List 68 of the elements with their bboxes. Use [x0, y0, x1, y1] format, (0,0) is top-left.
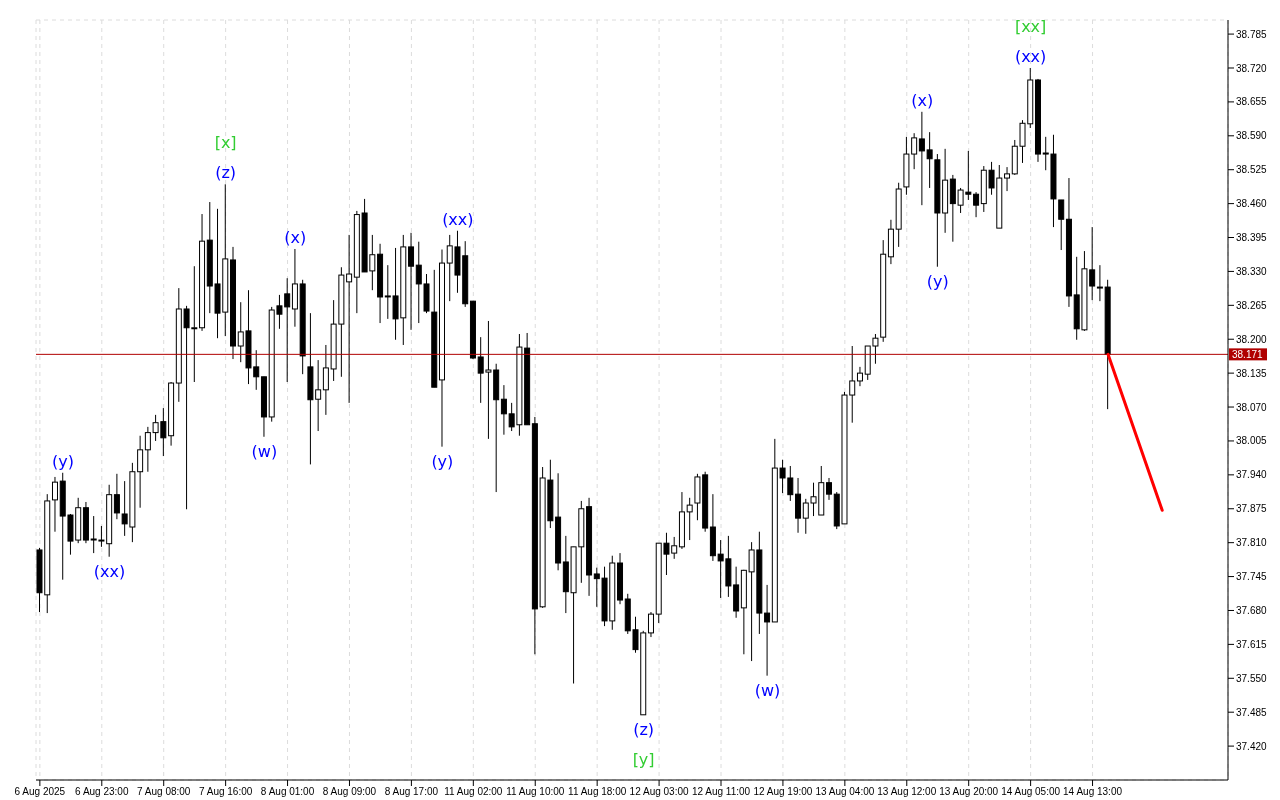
x-tick-label: 12 Aug 11:00	[691, 786, 751, 798]
y-tick-label: 38.330	[1236, 265, 1268, 277]
y-tick-label: 37.680	[1236, 605, 1268, 617]
annotation: (z)	[633, 719, 655, 739]
candlestick	[500, 384, 507, 436]
annotation: (x)	[284, 227, 307, 247]
candlestick	[856, 366, 863, 387]
x-tick-label: 12 Aug 03:00	[629, 786, 689, 798]
y-tick-label: 38.655	[1236, 96, 1268, 108]
annotation: (xx)	[93, 561, 126, 581]
candlestick	[1004, 166, 1011, 192]
annotation: (w)	[754, 680, 781, 700]
y-tick-label: 38.200	[1236, 333, 1268, 345]
candlestick	[795, 477, 802, 534]
annotation: [y]	[632, 749, 655, 769]
x-tick-label: 8 Aug 17:00	[384, 786, 439, 798]
y-tick-label: 38.525	[1236, 164, 1268, 176]
x-tick-label: 12 Aug 19:00	[753, 786, 813, 798]
x-tick-label: 13 Aug 04:00	[815, 786, 875, 798]
y-tick-label: 38.720	[1236, 62, 1268, 74]
y-tick-label: 38.460	[1236, 198, 1268, 210]
x-tick-label: 11 Aug 02:00	[444, 786, 503, 798]
ref-line-label: 38.171	[1232, 349, 1264, 361]
annotation: (xx)	[442, 209, 474, 229]
x-tick-label: 7 Aug 08:00	[137, 786, 191, 798]
y-tick-label: 37.420	[1236, 740, 1268, 752]
candlestick	[51, 476, 58, 533]
y-tick-label: 37.810	[1236, 537, 1268, 549]
y-tick-label: 38.265	[1236, 299, 1268, 311]
annotation: (w)	[251, 441, 278, 461]
x-tick-label: 6 Aug 2025	[14, 786, 66, 798]
candlestick	[1096, 264, 1103, 302]
x-tick-label: 6 Aug 23:00	[75, 786, 129, 798]
y-tick-label: 37.875	[1236, 503, 1268, 515]
x-tick-label: 14 Aug 05:00	[1001, 786, 1061, 798]
y-tick-label: 37.615	[1236, 638, 1268, 650]
annotation: [xx]	[1014, 16, 1047, 36]
y-tick-label: 37.940	[1236, 469, 1268, 481]
y-tick-label: 37.485	[1236, 706, 1268, 718]
annotation: (xx)	[1014, 46, 1047, 66]
y-tick-label: 38.070	[1236, 401, 1268, 413]
y-tick-label: 38.005	[1236, 435, 1268, 447]
annotation: (y)	[52, 451, 75, 471]
y-tick-label: 38.135	[1236, 367, 1268, 379]
x-tick-label: 13 Aug 12:00	[877, 786, 937, 798]
x-tick-label: 14 Aug 13:00	[1063, 786, 1123, 798]
x-tick-label: 11 Aug 18:00	[568, 786, 627, 798]
candlestick	[647, 611, 654, 638]
y-tick-label: 38.785	[1236, 28, 1268, 40]
annotation: [x]	[214, 133, 237, 153]
y-tick-label: 37.550	[1236, 672, 1268, 684]
x-tick-label: 8 Aug 01:00	[260, 786, 315, 798]
annotation: (y)	[926, 271, 949, 291]
x-tick-label: 7 Aug 16:00	[198, 786, 253, 798]
candlestick	[408, 232, 415, 331]
x-tick-label: 8 Aug 09:00	[322, 786, 377, 798]
candlestick	[826, 477, 833, 501]
x-tick-label: 11 Aug 10:00	[506, 786, 565, 798]
annotation: (z)	[215, 163, 237, 183]
candlestick	[686, 497, 693, 541]
annotation: (x)	[911, 90, 934, 110]
candlestick	[764, 584, 771, 677]
y-tick-label: 37.745	[1236, 571, 1268, 583]
y-tick-label: 38.590	[1236, 130, 1268, 142]
y-tick-label: 38.395	[1236, 232, 1268, 244]
annotation: (y)	[431, 451, 454, 471]
x-tick-label: 13 Aug 20:00	[939, 786, 999, 798]
candlestick	[973, 191, 980, 218]
